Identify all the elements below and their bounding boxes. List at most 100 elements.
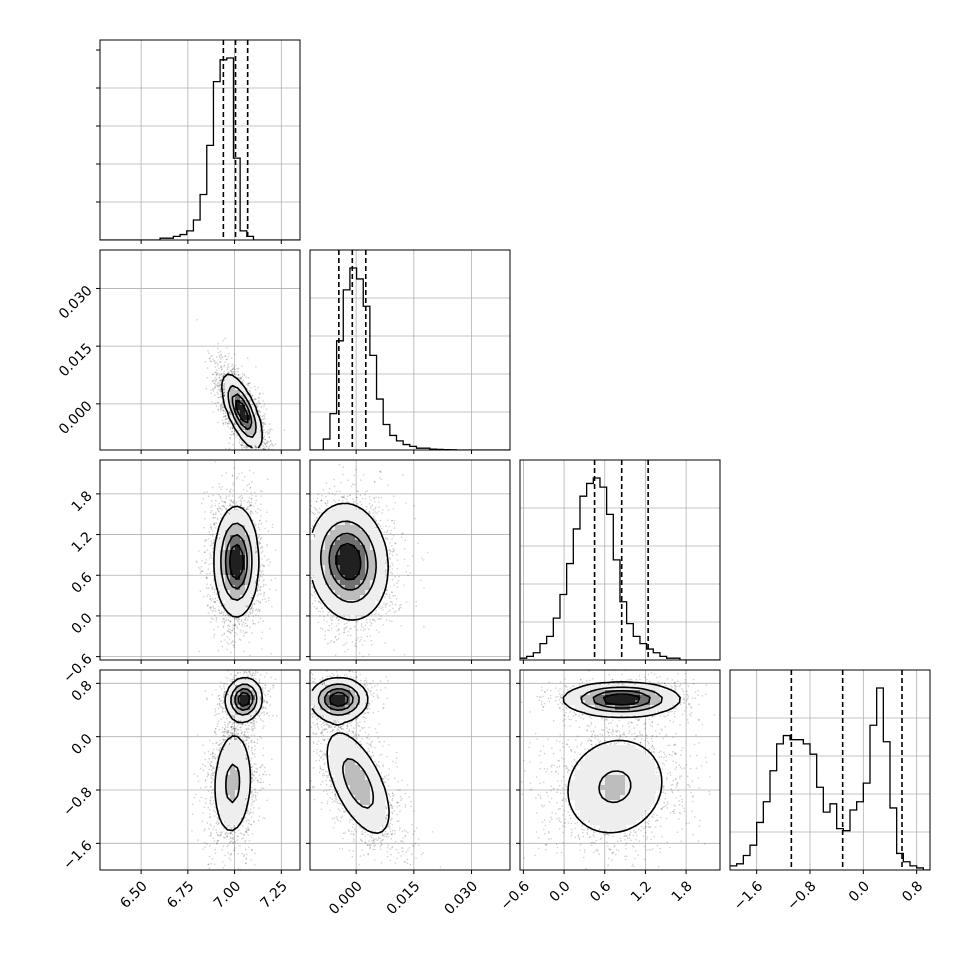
scatter-point bbox=[240, 500, 243, 503]
scatter-point bbox=[250, 512, 252, 514]
scatter-point bbox=[220, 372, 223, 375]
scatter-point bbox=[233, 422, 235, 425]
scatter-point bbox=[268, 447, 270, 449]
scatter-point bbox=[215, 361, 218, 364]
scatter-point bbox=[252, 399, 255, 401]
scatter-point bbox=[235, 436, 237, 439]
density-cell bbox=[240, 415, 246, 421]
scatter-point bbox=[251, 597, 253, 599]
scatter-point bbox=[213, 542, 215, 544]
scatter-point bbox=[211, 535, 214, 537]
scatter-point bbox=[245, 376, 247, 378]
scatter-point bbox=[217, 626, 219, 628]
scatter-point bbox=[220, 395, 222, 398]
scatter-point bbox=[224, 418, 227, 421]
scatter-point bbox=[212, 618, 214, 620]
scatter-point bbox=[231, 430, 233, 433]
scatter-point bbox=[227, 362, 230, 365]
scatter-point bbox=[238, 623, 241, 626]
scatter-point bbox=[250, 387, 252, 389]
scatter-point bbox=[222, 412, 225, 415]
scatter-point bbox=[257, 458, 259, 460]
density-cell bbox=[250, 425, 256, 431]
scatter-point bbox=[231, 434, 233, 436]
scatter-point bbox=[244, 618, 246, 621]
scatter-point bbox=[276, 457, 278, 459]
scatter-point bbox=[204, 539, 207, 541]
scatter-point bbox=[263, 423, 265, 426]
scatter-point bbox=[236, 625, 238, 628]
scatter-point bbox=[205, 577, 208, 579]
scatter-point bbox=[271, 526, 274, 529]
scatter-point bbox=[231, 624, 234, 626]
scatter-point bbox=[206, 376, 208, 379]
scatter-point bbox=[259, 573, 261, 576]
scatter-point bbox=[258, 393, 261, 395]
scatter-point bbox=[261, 552, 263, 554]
scatter-point bbox=[246, 393, 248, 395]
scatter-point bbox=[249, 393, 252, 395]
scatter-point bbox=[242, 454, 244, 456]
histogram-panel-2 bbox=[519, 459, 721, 664]
scatter-point bbox=[220, 404, 223, 406]
scatter-point bbox=[221, 474, 223, 477]
scatter-point bbox=[220, 405, 222, 407]
scatter-point bbox=[258, 455, 260, 457]
scatter-point bbox=[210, 360, 213, 363]
density-cell bbox=[255, 425, 261, 431]
scatter-point bbox=[224, 501, 227, 504]
scatter-point bbox=[254, 398, 257, 401]
scatter-point bbox=[214, 371, 216, 374]
scatter-point bbox=[213, 394, 216, 396]
scatter-point bbox=[261, 576, 263, 578]
scatter-point bbox=[212, 516, 214, 519]
scatter-point bbox=[252, 512, 254, 515]
scatter-point bbox=[264, 443, 267, 446]
scatter-point bbox=[243, 446, 245, 449]
scatter-point bbox=[262, 400, 264, 402]
scatter-point bbox=[260, 451, 262, 453]
scatter-point bbox=[238, 472, 240, 475]
scatter-point bbox=[243, 374, 246, 377]
scatter-point bbox=[222, 614, 225, 616]
scatter-point bbox=[227, 356, 230, 358]
scatter-point bbox=[254, 397, 256, 400]
scatter-point bbox=[211, 530, 214, 532]
scatter-point bbox=[238, 496, 240, 499]
scatter-point bbox=[265, 543, 268, 546]
scatter-point bbox=[230, 500, 233, 502]
scatter-point bbox=[204, 511, 206, 513]
scatter-point bbox=[232, 627, 234, 629]
density-cell bbox=[240, 395, 246, 401]
scatter-point bbox=[241, 496, 244, 499]
scatter-point bbox=[201, 559, 203, 562]
scatter-point bbox=[259, 542, 261, 545]
scatter-point bbox=[210, 540, 212, 542]
scatter-point bbox=[258, 543, 260, 545]
scatter-point bbox=[252, 615, 255, 617]
scatter-point bbox=[212, 600, 215, 603]
scatter-point bbox=[268, 436, 271, 438]
scatter-point bbox=[231, 368, 233, 371]
scatter-point bbox=[224, 412, 227, 415]
scatter-point bbox=[215, 405, 218, 407]
scatter-point bbox=[238, 373, 240, 376]
scatter-point bbox=[246, 501, 249, 503]
scatter-point bbox=[225, 418, 228, 420]
scatter-point bbox=[268, 445, 270, 447]
scatter-point bbox=[253, 603, 256, 605]
scatter-point bbox=[236, 434, 238, 436]
scatter-point bbox=[270, 579, 273, 581]
scatter-point bbox=[263, 448, 265, 450]
scatter-point bbox=[256, 590, 259, 592]
scatter-point bbox=[240, 376, 242, 379]
scatter-point bbox=[208, 531, 211, 533]
grid-lines bbox=[100, 250, 300, 450]
scatter-point bbox=[261, 415, 264, 418]
scatter-point bbox=[219, 388, 222, 391]
scatter-point bbox=[216, 401, 219, 404]
scatter-point bbox=[214, 371, 217, 374]
scatter-point bbox=[246, 383, 248, 386]
scatter-point bbox=[246, 605, 248, 608]
scatter-point bbox=[218, 510, 220, 513]
